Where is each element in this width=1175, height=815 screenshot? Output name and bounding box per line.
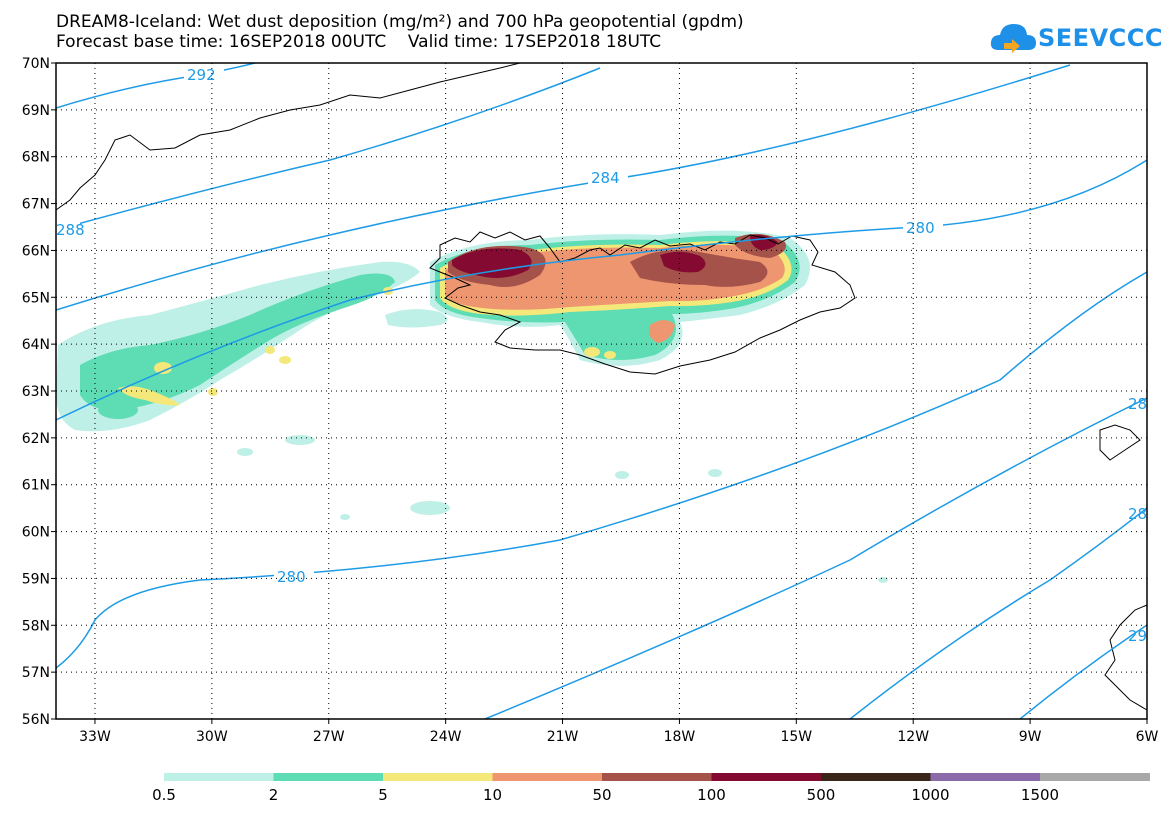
lat-tick-label: 62N — [22, 431, 50, 447]
map-subtitle: Forecast base time: 16SEP2018 00UTC Vali… — [56, 32, 662, 52]
contour-280-south — [56, 271, 1147, 669]
lat-tick-label: 67N — [22, 197, 50, 213]
lon-tick-label: 12W — [897, 729, 929, 745]
plume-light-2 — [385, 309, 448, 328]
lon-tick-label: 6W — [1136, 729, 1159, 745]
legend-color-swatch — [711, 773, 822, 781]
contour-276 — [484, 397, 1147, 719]
deposition-field — [56, 230, 888, 583]
scotland-coastline — [1104, 604, 1148, 711]
legend-label: 500 — [807, 786, 836, 804]
lon-tick-label: 9W — [1019, 729, 1042, 745]
patch — [878, 577, 888, 583]
lon-tick-label: 33W — [79, 729, 111, 745]
logo-text: SEEVCCC — [1038, 24, 1163, 52]
lat-tick-label: 59N — [22, 571, 50, 587]
patch — [615, 471, 629, 479]
patch — [410, 501, 450, 515]
contour-label: 29 — [1128, 627, 1147, 645]
lat-tick-label: 57N — [22, 665, 50, 681]
lat-tick-label: 58N — [22, 618, 50, 634]
map-title: DREAM8-Iceland: Wet dust deposition (mg/… — [56, 12, 744, 32]
graticule — [56, 63, 1147, 719]
greenland-coastline — [55, 62, 521, 211]
contour-label: 292 — [187, 66, 216, 84]
contour-272 — [849, 507, 1147, 719]
legend-color-swatch — [164, 773, 274, 781]
plume-green-blob — [98, 401, 138, 419]
cloud-logo-icon — [990, 24, 1036, 53]
contour-label: 284 — [591, 169, 620, 187]
lat-tick-label: 66N — [22, 243, 50, 259]
legend-label: 1000 — [911, 786, 949, 804]
plume-yellow-5 — [265, 346, 275, 354]
legend-label: 50 — [592, 786, 611, 804]
iceland-darkred — [452, 248, 532, 278]
lat-tick-label: 63N — [22, 384, 50, 400]
patch — [708, 469, 722, 477]
legend-label: 1500 — [1021, 786, 1059, 804]
lon-tick-label: 30W — [196, 729, 228, 745]
contour-label: 288 — [56, 221, 85, 239]
legend-color-swatch — [930, 773, 1041, 781]
patch — [285, 435, 315, 445]
contour-292 — [56, 63, 256, 109]
lon-tick-label: 18W — [664, 729, 696, 745]
plume-yellow-4 — [208, 388, 218, 396]
plume-green — [80, 273, 395, 411]
plume-yellow-1 — [118, 386, 180, 406]
lat-tick-label: 68N — [22, 150, 50, 166]
contour-label: 280 — [277, 568, 306, 586]
seevccc-logo: SEEVCCC — [990, 18, 1163, 58]
lat-tick-label: 61N — [22, 478, 50, 494]
legend-color-swatch — [1040, 773, 1150, 781]
patch — [237, 448, 253, 456]
legend-label: 2 — [269, 786, 279, 804]
legend-label: 5 — [378, 786, 388, 804]
contour-label: 28 — [1128, 505, 1147, 523]
legend-color-swatch — [492, 773, 603, 781]
lon-tick-label: 24W — [430, 729, 462, 745]
plume-yellow-2 — [154, 362, 172, 374]
lon-tick-label: 15W — [780, 729, 812, 745]
contour-284 — [56, 64, 1071, 311]
patch — [340, 514, 350, 520]
legend-color-swatch — [383, 773, 493, 781]
south-patch-yellow — [584, 347, 600, 357]
lat-tick-label: 64N — [22, 337, 50, 353]
lat-tick-label: 65N — [22, 290, 50, 306]
south-patch-yellow-2 — [604, 351, 616, 359]
legend-color-swatch — [273, 773, 384, 781]
iceland-darkred-2 — [660, 251, 706, 273]
plume-yellow-3 — [279, 356, 291, 364]
legend-color-swatch — [821, 773, 931, 781]
geopotential-contours — [56, 63, 1147, 719]
contour-288 — [56, 67, 601, 231]
lat-tick-label: 56N — [22, 712, 50, 728]
contour-280-north — [56, 159, 1147, 421]
southeast-lobe-orange — [649, 320, 675, 343]
lat-tick-label: 60N — [22, 525, 50, 541]
lon-tick-label: 21W — [547, 729, 579, 745]
lat-tick-label: 70N — [22, 56, 50, 72]
legend-label: 10 — [483, 786, 502, 804]
lon-tick-label: 27W — [313, 729, 345, 745]
iceland-coastline — [429, 231, 856, 375]
legend-label: 100 — [697, 786, 726, 804]
faroe-islands — [1099, 424, 1141, 461]
legend-label: 0.5 — [152, 786, 176, 804]
contour-268 — [1019, 624, 1147, 719]
lat-tick-label: 69N — [22, 103, 50, 119]
legend-color-swatch — [602, 773, 712, 781]
contour-label: 28 — [1128, 395, 1147, 413]
